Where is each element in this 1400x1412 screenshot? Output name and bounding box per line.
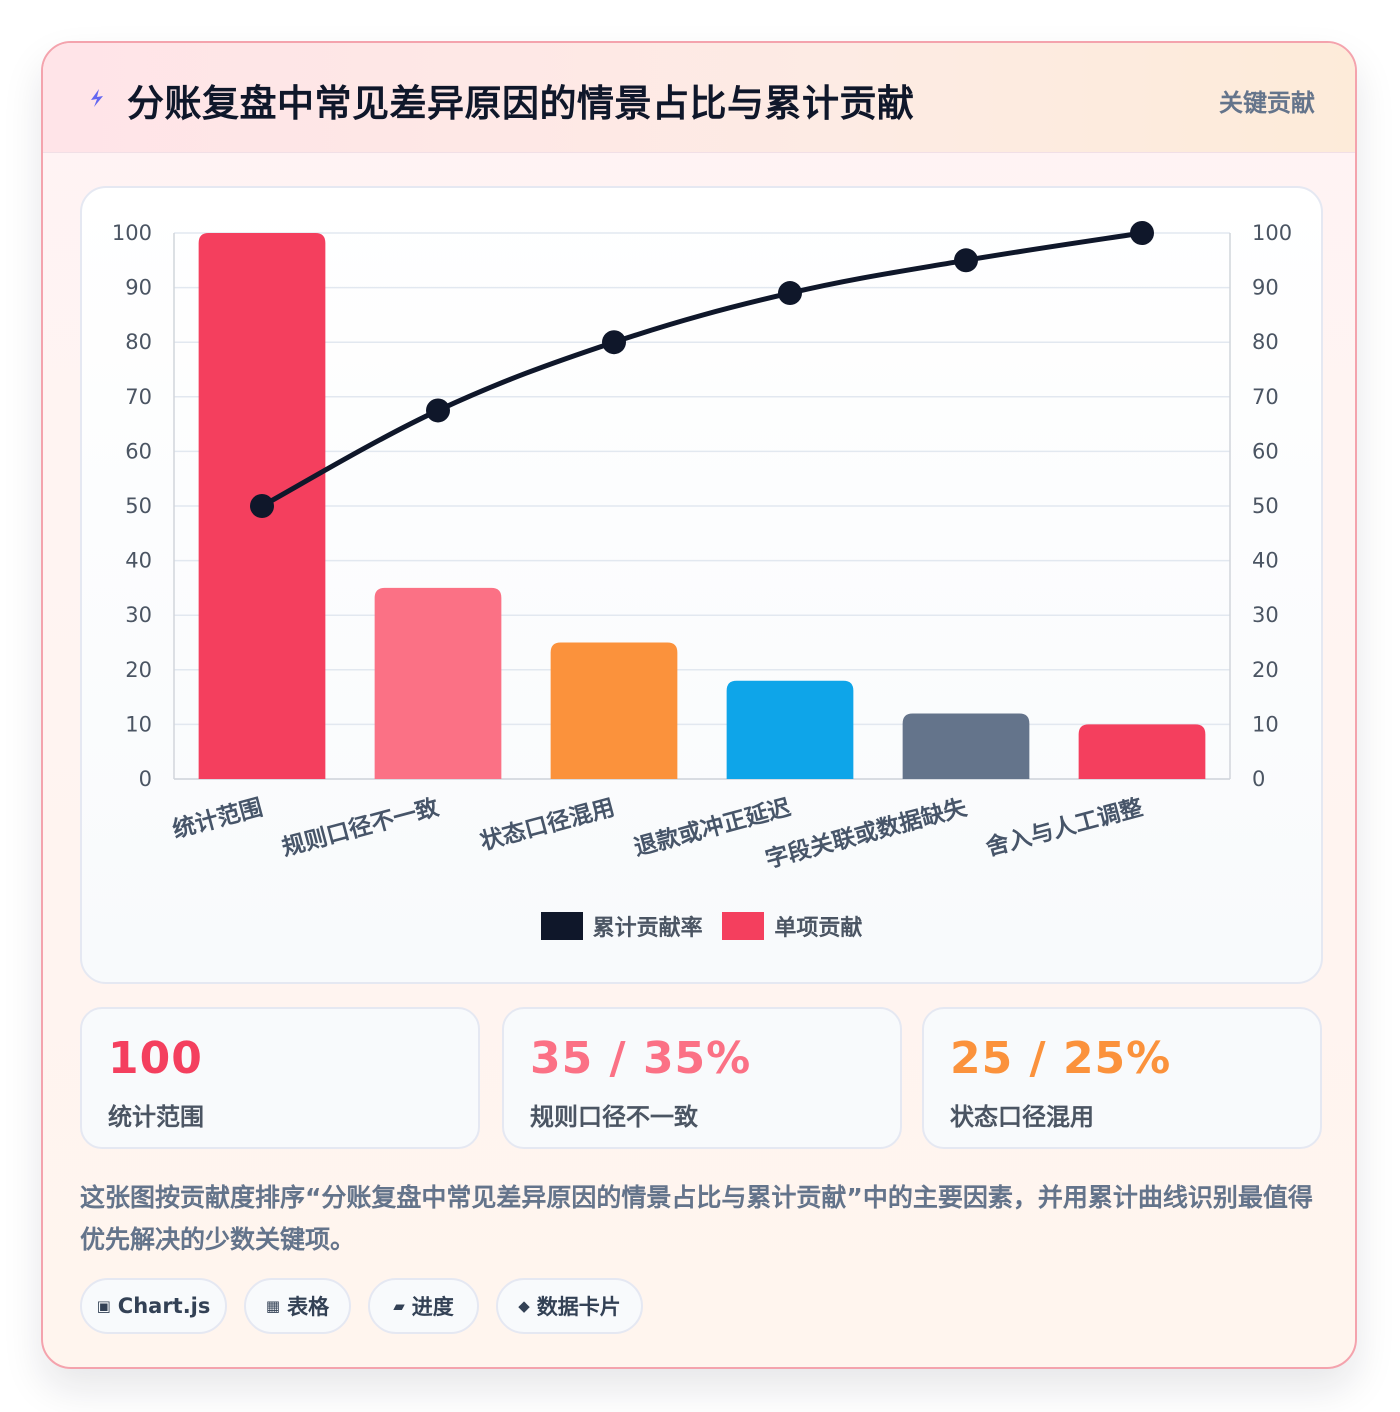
y-tick-label: 60 [125,439,152,463]
legend-item-single[interactable]: 单项贡献 [722,910,862,942]
page-title: 分账复盘中常见差异原因的情景占比与累计贡献 [127,82,915,125]
table-icon: ▦ [265,1297,281,1315]
chart-panel: 0 10 20 30 40 50 60 70 80 90 100 0 10 20 30 40 50 60 70 80 9… [80,186,1323,984]
legend-swatch-cumulative [540,912,583,940]
y-tick-label: 50 [125,494,152,518]
bar [374,587,502,779]
x-tick-label: 状态口径混用 [477,794,617,856]
y2-tick-label: 70 [1252,385,1279,409]
tag-data-card[interactable]: ◆ 数据卡片 [496,1278,643,1334]
tag-table[interactable]: ▦ 表格 [244,1278,351,1334]
chart-description: 这张图按贡献度排序“分账复盘中常见差异原因的情景占比与累计贡献”中的主要因素，并… [80,1183,1313,1254]
y2-tick-label: 90 [1252,276,1279,300]
y2-tick-label: 30 [1252,603,1279,627]
stat-card-1: 100 统计范围 [80,1007,480,1149]
legend-swatch-single [722,912,765,940]
cumulative-point [1130,221,1154,245]
tag-progress[interactable]: ▰ 进度 [368,1278,479,1334]
y2-tick-label: 40 [1252,549,1279,573]
stat-label: 状态口径混用 [950,1103,1094,1131]
legend-item-cumulative[interactable]: 累计贡献率 [540,910,703,942]
chart-legend: 累计贡献率 单项贡献 [82,910,1321,946]
cumulative-point [954,248,978,273]
y2-tick-label: 60 [1252,439,1279,463]
pareto-chart: 0 10 20 30 40 50 60 70 80 90 100 0 10 20 30 40 50 60 70 80 9… [112,221,1292,873]
cumulative-point [778,281,802,306]
y2-tick-label: 20 [1252,658,1279,682]
chart-card: 分账复盘中常见差异原因的情景占比与累计贡献 关键贡献 0 10 20 30 40 50 60… [41,41,1357,1369]
x-tick-label: 字段关联或数据缺失 [763,793,971,873]
y-tick-label: 20 [125,658,152,682]
y-tick-label: 80 [125,330,152,354]
tag-label: Chart.js [117,1294,211,1318]
stat-label: 统计范围 [108,1103,204,1131]
y-tick-label: 70 [125,385,152,409]
card-header: 分账复盘中常见差异原因的情景占比与累计贡献 关键贡献 [43,43,1355,153]
cumulative-line [259,230,1145,509]
x-tick-label: 舍入与人工调整 [983,794,1146,862]
header-badge: 关键贡献 [1219,89,1315,117]
stat-card-2: 35 / 35% 规则口径不一致 [502,1007,902,1149]
cumulative-point [250,494,274,518]
x-tick-label: 规则口径不一致 [279,793,442,861]
tag-label: 数据卡片 [536,1295,621,1319]
cumulative-point [602,330,626,355]
stat-card-3: 25 / 25% 状态口径混用 [922,1007,1322,1149]
cumulative-point [426,398,450,423]
y-tick-label: 30 [125,603,152,627]
y2-tick-label: 50 [1252,494,1279,518]
stat-value: 35 / 35% [530,1033,752,1084]
stat-value: 100 [108,1033,203,1084]
stat-value: 25 / 25% [950,1033,1172,1084]
bar [550,642,678,779]
bar [902,713,1030,779]
lightning-icon [91,89,103,107]
card-icon: ◆ [518,1297,530,1315]
y-tick-label: 100 [112,221,152,245]
tag-label: 进度 [411,1295,454,1319]
y2-tick-label: 80 [1252,330,1279,354]
y-tick-label: 40 [125,549,152,573]
legend-label-cumulative: 累计贡献率 [592,916,703,941]
y-tick-label: 0 [139,767,152,791]
bar [1078,724,1206,779]
tag-chartjs[interactable]: ▣ Chart.js [80,1278,227,1334]
progress-icon: ▰ [393,1297,405,1315]
bar [726,680,854,779]
y2-tick-label: 10 [1252,712,1279,736]
chart-icon: ▣ [96,1297,111,1315]
tag-label: 表格 [287,1295,330,1319]
y-tick-label: 10 [125,712,152,736]
stat-label: 规则口径不一致 [530,1103,698,1131]
y-tick-label: 90 [125,276,152,300]
x-tick-label: 统计范围 [170,794,266,844]
y2-tick-label: 100 [1252,221,1292,245]
y2-tick-label: 0 [1252,767,1265,791]
legend-label-single: 单项贡献 [774,916,863,941]
